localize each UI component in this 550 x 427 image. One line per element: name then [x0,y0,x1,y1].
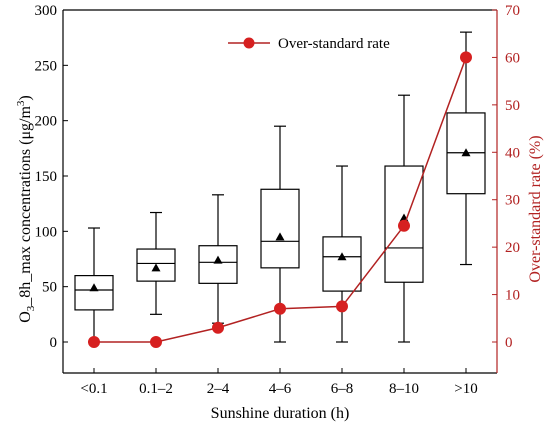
boxplot [384,94,424,343]
boxplot [260,125,300,343]
y-tick-label-right: 20 [505,240,520,256]
series-point [88,336,100,348]
box-iqr [384,165,424,283]
boxplot [322,165,362,343]
box-mean-marker [151,263,161,272]
legend-marker-swatch [243,37,255,49]
y-tick-label-left: 300 [35,3,58,19]
y-tick-label-left: 50 [42,280,57,296]
y-tick-label-right: 60 [505,50,520,66]
box-mean-marker [337,252,347,261]
y-axis-label-right: Over-standard rate (%) [527,135,544,282]
y-tick-label-left: 0 [50,335,58,351]
box-mean-marker [213,255,223,264]
x-tick-label: 8–10 [389,381,419,397]
y-tick-label-right: 40 [505,145,520,161]
y-axis-label-left: O3_8h_max concentrations (μg/m3) [15,95,37,323]
boxplots [74,31,486,343]
boxplot [74,227,114,343]
series-point [274,302,286,315]
box-iqr [74,275,114,311]
box-mean-marker [461,148,471,157]
y-tick-label-right: 50 [505,98,520,114]
series-point [212,321,224,334]
box-mean-marker [275,232,285,241]
x-tick-label: 6–8 [331,381,354,397]
legend: Over-standard rate [228,36,390,52]
x-tick-label: 4–6 [269,381,292,397]
x-axis-label: Sunshine duration (h) [211,405,350,422]
series-point [150,336,162,348]
y-tick-label-right: 70 [505,3,520,19]
y-tick-label-right: 0 [505,335,513,351]
box-iqr [322,236,362,292]
box-iqr [260,188,300,269]
y-tick-label-right: 10 [505,288,520,304]
x-tick-label: >10 [454,381,477,397]
y-tick-label-left: 200 [35,114,58,130]
y-tick-label-right: 30 [505,193,520,209]
boxplot [198,194,238,324]
x-tick-label: 2–4 [207,381,230,397]
legend-label: Over-standard rate [278,36,390,52]
series-point [336,300,348,313]
y-tick-label-left: 250 [35,58,58,74]
x-tick-label: 0.1–2 [139,381,173,397]
y-tick-label-left: 150 [35,169,58,185]
box-iqr [198,245,238,284]
series-point [398,219,410,232]
boxplot [136,211,176,315]
box-mean-marker [89,283,99,292]
over-standard-rate-series [88,51,472,348]
x-tick-label: <0.1 [80,381,107,397]
boxplot [446,31,486,266]
series-point [460,51,472,64]
y-tick-label-left: 100 [35,224,58,240]
